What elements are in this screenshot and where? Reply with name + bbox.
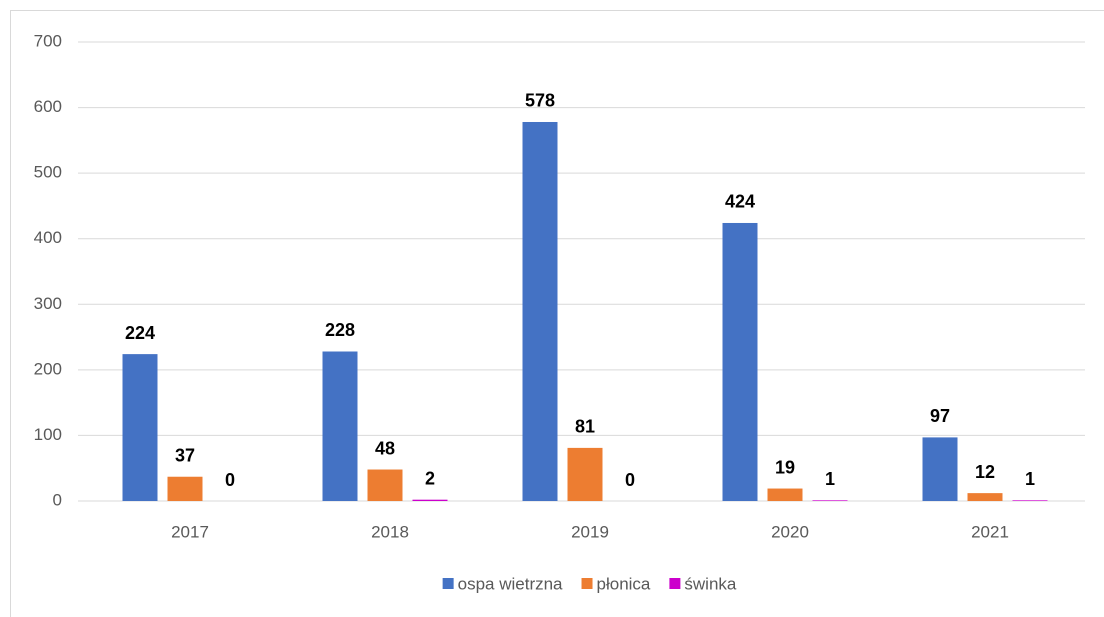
x-tick-label: 2019	[571, 522, 609, 541]
data-label: 424	[725, 192, 755, 212]
data-label: 0	[625, 470, 635, 490]
x-tick-label: 2021	[971, 522, 1009, 541]
data-label: 97	[930, 406, 950, 426]
bar	[567, 447, 603, 501]
bar	[522, 121, 558, 502]
y-tick-label: 100	[34, 425, 62, 444]
x-tick-label: 2017	[171, 522, 209, 541]
data-label: 48	[375, 438, 395, 458]
bar	[167, 476, 203, 501]
legend-swatch	[581, 578, 593, 589]
data-label: 224	[125, 323, 155, 343]
y-tick-label: 200	[34, 359, 62, 378]
legend-label: świnka	[684, 574, 737, 593]
x-tick-label: 2018	[371, 522, 409, 541]
y-tick-label: 500	[34, 163, 62, 182]
data-label: 2	[425, 468, 435, 488]
x-tick-label: 2020	[771, 522, 809, 541]
legend-swatch	[442, 578, 454, 589]
bar	[412, 499, 448, 501]
data-label: 19	[775, 457, 795, 477]
y-tick-label: 700	[34, 31, 62, 50]
bar	[722, 222, 758, 501]
legend-label: płonica	[597, 574, 651, 593]
y-tick-label: 0	[53, 490, 62, 509]
legend-swatch	[669, 578, 681, 589]
data-label: 37	[175, 445, 195, 465]
bar	[767, 488, 803, 501]
bar	[922, 437, 958, 501]
data-label: 81	[575, 417, 595, 437]
data-label: 228	[325, 320, 355, 340]
y-tick-label: 600	[34, 97, 62, 116]
legend-label: ospa wietrzna	[458, 574, 563, 593]
bar	[322, 351, 358, 501]
data-label: 578	[525, 91, 555, 111]
chart-border	[10, 10, 1104, 617]
bar	[122, 354, 158, 501]
data-label: 1	[825, 469, 835, 489]
y-tick-label: 300	[34, 294, 62, 313]
data-label: 0	[225, 470, 235, 490]
data-label: 12	[975, 462, 995, 482]
bar	[1012, 500, 1048, 501]
bar	[812, 500, 848, 501]
y-tick-label: 400	[34, 228, 62, 247]
bar	[967, 493, 1003, 501]
data-label: 1	[1025, 469, 1035, 489]
bar	[367, 469, 403, 501]
